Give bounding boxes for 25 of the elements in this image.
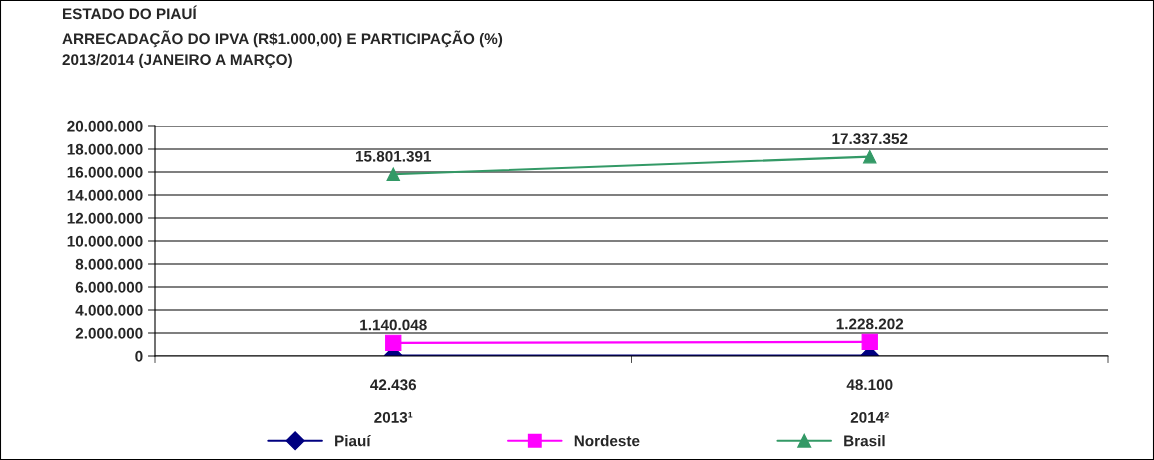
legend-label: Nordeste [574,435,640,447]
data-label: 1.228.202 [836,318,904,330]
y-tick-label: 18.000.000 [67,143,143,155]
y-tick-label: 10.000.000 [67,235,143,247]
chart-title: ESTADO DO PIAUÍ ARRECADAÇÃO DO IPVA (R$1.000,00) E PARTICIPAÇÃO (%) 2013/2014 (JANEIRO A MARÇO) [62,5,503,69]
y-tick-label: 6.000.000 [75,281,143,293]
legend-label: Brasil [844,435,885,447]
data-label: 15.801.391 [355,150,432,162]
legend-label: Piauí [335,434,371,447]
x-tick-label: 2014² [850,411,889,423]
data-label: 42.436 [370,379,417,391]
x-tick-label: 2013¹ [374,411,413,423]
data-label: 17.337.352 [832,133,908,145]
data-label: 1.140.048 [360,319,427,331]
y-tick-label: 0 [135,350,143,362]
point [862,149,877,164]
data-label: 48.100 [846,379,893,391]
y-tick-label: 12.000.000 [67,212,143,224]
y-tick-label: 16.000.000 [67,166,143,178]
y-tick-label: 8.000.000 [75,258,143,270]
y-tick-label: 4.000.000 [75,304,143,316]
y-tick-label: 14.000.000 [67,189,143,201]
point [386,167,401,182]
y-tick-label: 20.000.000 [67,120,143,132]
y-tick-label: 2.000.000 [75,327,143,339]
